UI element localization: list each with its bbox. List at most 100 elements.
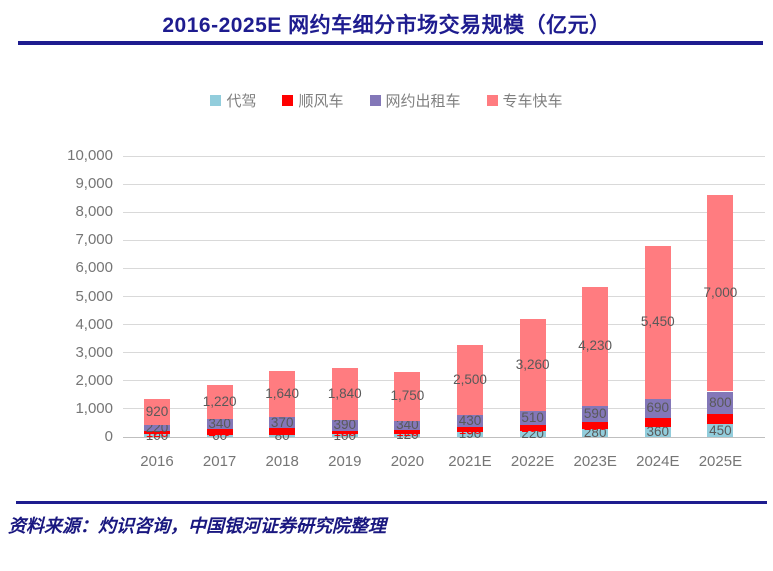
- data-label-2021E-专车快车: 2,500: [453, 372, 487, 388]
- data-label-2018-网约出租车: 370: [270, 414, 294, 430]
- y-tick-label: 3,000: [75, 343, 113, 361]
- data-label-2016-专车快车: 920: [145, 403, 169, 419]
- legend-label: 代驾: [226, 93, 257, 110]
- bar-segment-2016-顺风车: [144, 430, 170, 435]
- data-label-2021E-网约出租车: 430: [458, 413, 482, 429]
- bar-segment-2025E-专车快车: [707, 194, 734, 392]
- data-label-2024E-顺风车: 310: [646, 414, 670, 430]
- data-label-2025E-代驾: 450: [709, 422, 732, 438]
- data-label-2022E-网约出租车: 510: [521, 410, 544, 426]
- x-tick-label: 2018: [265, 453, 299, 470]
- data-label-2018-专车快车: 1,640: [265, 386, 300, 402]
- data-label-2024E-网约出租车: 690: [646, 400, 670, 416]
- bar-segment-2018-代驾: [269, 434, 296, 437]
- bar-segment-2020-专车快车: [394, 371, 421, 421]
- x-tick-label: 2016: [140, 453, 174, 470]
- gridline: [123, 267, 765, 269]
- legend-swatch-icon: [369, 95, 381, 106]
- gridline: [123, 352, 765, 354]
- y-tick-label: 5,000: [75, 287, 113, 305]
- bar-segment-2017-顺风车: [206, 428, 233, 436]
- bar-segment-2023E-顺风车: [582, 422, 609, 430]
- bar-segment-2019-网约出租车: [331, 419, 358, 431]
- y-tick-label: 1,000: [75, 399, 113, 417]
- data-label-2019-专车快车: 1,840: [327, 385, 362, 401]
- bar-segment-2019-专车快车: [331, 367, 358, 420]
- gridline: [123, 296, 765, 297]
- legend-swatch-icon: [210, 95, 222, 106]
- legend-item-0: 代驾: [210, 90, 256, 111]
- bar-segment-2019-顺风车: [331, 430, 358, 435]
- x-tick-label: 2024E: [636, 453, 680, 470]
- data-label-2019-网约出租车: 390: [333, 417, 357, 433]
- legend-label: 网约出租车: [385, 93, 461, 110]
- data-label-2025E-顺风车: 370: [709, 411, 732, 427]
- legend-swatch-icon: [282, 95, 294, 106]
- gridline: [123, 155, 765, 157]
- x-tick-label: 2025E: [698, 453, 743, 470]
- bar-segment-2019-代驾: [331, 434, 358, 437]
- x-tick-label: 2022E: [510, 453, 555, 470]
- data-label-2020-专车快车: 1,750: [390, 388, 425, 404]
- y-tick-label: 4,000: [75, 315, 113, 333]
- bar-segment-2024E-代驾: [644, 426, 671, 437]
- data-label-2025E-网约出租车: 800: [709, 394, 732, 410]
- legend-item-2: 网约出租车: [369, 90, 461, 111]
- gridline: [123, 183, 765, 185]
- x-tick-label: 2023E: [573, 453, 617, 470]
- legend-label: 顺风车: [298, 93, 344, 110]
- bar-segment-2021E-代驾: [457, 431, 483, 437]
- bar-segment-2017-代驾: [206, 435, 233, 437]
- bar-segment-2022E-网约出租车: [519, 410, 546, 426]
- legend-item-1: 顺风车: [282, 90, 344, 111]
- bar-segment-2023E-代驾: [582, 429, 609, 437]
- title-divider: [18, 41, 763, 45]
- bar-segment-2025E-顺风车: [707, 413, 734, 425]
- bar-segment-2017-专车快车: [206, 384, 233, 420]
- bar-segment-2018-顺风车: [269, 427, 296, 435]
- y-tick-label: 2,000: [75, 371, 113, 389]
- gridline: [123, 324, 765, 326]
- legend-item-3: 专车快车: [486, 90, 563, 111]
- bar-segment-2024E-顺风车: [644, 418, 671, 427]
- bar-segment-2023E-网约出租车: [582, 405, 609, 423]
- gridline: [123, 408, 765, 410]
- y-tick-label: 8,000: [75, 203, 113, 221]
- data-label-2024E-专车快车: 5,450: [640, 314, 675, 330]
- source-note: 资料来源：灼识咨询，中国银河证券研究院整理: [8, 516, 386, 537]
- gridline: [123, 380, 765, 382]
- gridline: [123, 239, 765, 241]
- data-label-2025E-专车快车: 7,000: [703, 285, 738, 301]
- data-label-2024E-代驾: 360: [646, 423, 670, 439]
- bar-segment-2018-网约出租车: [269, 417, 296, 428]
- data-label-2023E-网约出租车: 590: [583, 405, 607, 421]
- bar-segment-2024E-网约出租车: [644, 398, 671, 419]
- legend-label: 专车快车: [502, 93, 563, 110]
- data-label-2020-网约出租车: 340: [396, 417, 419, 433]
- y-tick-label: 10,000: [67, 147, 113, 164]
- chart-title: 2016-2025E 网约车细分市场交易规模（亿元）: [162, 14, 611, 37]
- legend-swatch-icon: [486, 95, 498, 106]
- x-tick-label: 2017: [202, 453, 237, 470]
- bar-segment-2022E-顺风车: [519, 425, 546, 431]
- bar-segment-2024E-专车快车: [644, 245, 671, 399]
- x-tick-label: 2019: [328, 453, 362, 470]
- bar-segment-2021E-专车快车: [457, 345, 483, 416]
- bar-segment-2022E-专车快车: [519, 319, 546, 411]
- data-label-2023E-专车快车: 4,230: [578, 338, 613, 354]
- bar-segment-2025E-代驾: [707, 424, 734, 437]
- y-tick-label: 9,000: [75, 175, 113, 193]
- y-tick-label: 6,000: [75, 259, 113, 277]
- gridline: [123, 436, 765, 438]
- footer-divider: [16, 501, 767, 504]
- chart-legend: 代驾 顺风车 网约出租车 专车快车: [0, 90, 773, 111]
- bar-segment-2016-专车快车: [144, 398, 170, 425]
- bar-segment-2016-网约出租车: [144, 424, 170, 431]
- bar-segment-2023E-专车快车: [582, 286, 609, 406]
- data-label-2022E-专车快车: 3,260: [515, 357, 550, 373]
- bar-segment-2018-专车快车: [269, 371, 296, 418]
- plot-area: 100 120 220 920 60 240 340 1,220 80 250 370 1,640 10…: [123, 155, 765, 443]
- bar-segment-2020-代驾: [394, 433, 421, 437]
- x-tick-label: 2020: [390, 453, 425, 470]
